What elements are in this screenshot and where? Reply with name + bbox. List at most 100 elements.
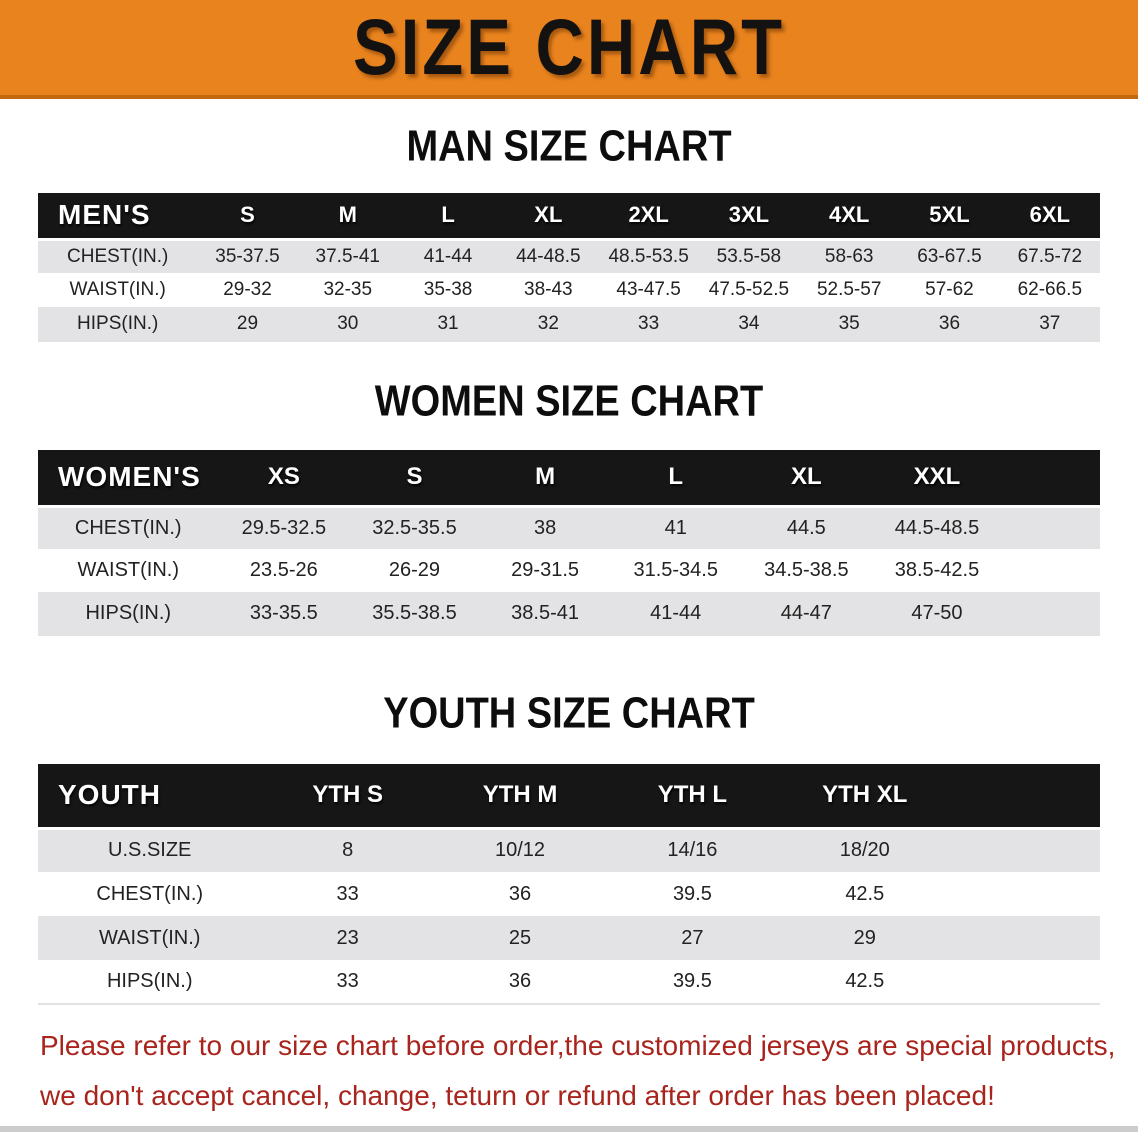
table-row: WAIST(IN.) 23.5-26 26-29 29-31.5 31.5-34.5 34… [38, 549, 1100, 592]
size-value-cell: 42.5 [845, 882, 885, 905]
size-value-cell: 33 [638, 312, 660, 334]
section-youth: YOUTH SIZE CHART YOUTH YTH S YTH M YTH L YTH… [0, 690, 1138, 1005]
size-column-header: M [479, 450, 611, 508]
size-value-cell: 39.5 [672, 970, 712, 992]
size-column-header: 6XL [999, 193, 1100, 241]
size-value-cell: 44.5 [786, 516, 826, 539]
header-row: WOMEN'S XS S M L XL XXL [38, 450, 1100, 508]
size-value-cell: 23 [336, 926, 359, 949]
filler-cell [1002, 506, 1100, 549]
size-column-header: XS [218, 450, 350, 508]
size-value-cell: 30 [337, 312, 359, 334]
row-label: WAIST(IN.) [77, 559, 179, 581]
size-value-cell: 38 [533, 516, 557, 539]
size-value-cell: 47-50 [911, 601, 963, 624]
size-value-cell: 48.5-53.5 [608, 245, 689, 267]
size-value-cell: 37.5-41 [315, 245, 380, 267]
size-value-cell: 8 [342, 839, 354, 862]
size-column-header: L [610, 450, 742, 508]
table-row: CHEST(IN.) 35-37.5 37.5-41 41-44 44-48.5 48.5… [38, 239, 1100, 273]
size-value-cell: 39.5 [672, 882, 712, 905]
size-value-cell: 52.5-57 [816, 279, 882, 300]
size-value-cell: 29-31.5 [511, 559, 580, 581]
size-value-cell: 25 [508, 926, 532, 949]
section-heading-youth-text: YOUTH SIZE CHART [383, 690, 755, 738]
size-value-cell: 37 [1039, 312, 1061, 334]
size-value-cell: 36 [938, 312, 961, 334]
size-value-cell: 38-43 [524, 279, 573, 300]
section-women: WOMEN SIZE CHART WOMEN'S XS S M L XL XXL CHEST(… [0, 378, 1138, 636]
size-value-cell: 32 [537, 312, 559, 334]
size-value-cell: 44-47 [780, 601, 832, 624]
size-value-cell: 62-66.5 [1017, 279, 1083, 300]
page-title: SIZE CHART [353, 3, 785, 92]
table-row: WAIST(IN.) 29-32 32-35 35-38 38-43 43-47.5 47.… [38, 273, 1100, 307]
size-column-header: 4XL [799, 193, 900, 241]
size-column-header: YTH XL [778, 764, 951, 830]
filler-cell [1002, 450, 1100, 508]
size-value-cell: 33 [336, 882, 359, 905]
size-value-cell: 36 [508, 970, 532, 992]
filler-cell [1002, 549, 1100, 592]
size-value-cell: 44.5-48.5 [894, 516, 980, 539]
size-value-cell: 10/12 [495, 839, 546, 862]
size-value-cell: 34.5-38.5 [764, 559, 849, 581]
size-value-cell: 36 [508, 882, 532, 905]
disclaimer-line-1: Please refer to our size chart before or… [40, 1030, 1116, 1061]
table-row: U.S.SIZE 8 10/12 14/16 18/20 [38, 828, 1100, 872]
size-value-cell: 34 [738, 312, 760, 334]
row-label: CHEST(IN.) [96, 882, 204, 905]
size-value-cell: 67.5-72 [1017, 245, 1083, 267]
row-label: WAIST(IN.) [69, 279, 166, 300]
size-column-header: M [297, 193, 398, 241]
section-heading-youth: YOUTH SIZE CHART [0, 690, 1138, 738]
size-value-cell: 35-38 [423, 279, 473, 300]
table-row: HIPS(IN.) 29 30 31 32 33 34 35 36 37 [38, 307, 1100, 341]
filler-cell [1002, 592, 1100, 635]
size-value-cell: 35 [838, 312, 860, 334]
size-value-cell: 63-67.5 [917, 245, 982, 267]
size-value-cell: 41-44 [650, 601, 702, 624]
size-column-header: XXL [871, 450, 1003, 508]
filler-cell [951, 872, 1100, 916]
size-value-cell: 47.5-52.5 [708, 279, 790, 300]
size-value-cell: 29 [236, 312, 259, 334]
size-value-cell: 38.5-41 [511, 601, 580, 624]
size-column-header: YTH S [261, 764, 434, 830]
size-column-header: 3XL [698, 193, 800, 241]
men-size-table: MEN'S S M L XL 2XL 3XL 4XL 5XL 6XL CHEST(IN.) 35-37… [38, 193, 1100, 342]
size-value-cell: 42.5 [845, 970, 885, 992]
size-value-cell: 26-29 [388, 559, 441, 581]
page-bottom-edge [0, 1126, 1138, 1132]
women-size-table: WOMEN'S XS S M L XL XXL CHEST(IN.) 29.5-32.5 32.5… [38, 450, 1100, 636]
size-value-cell: 53.5-58 [716, 245, 782, 267]
size-value-cell: 32.5-35.5 [372, 516, 457, 539]
size-column-header: 5XL [899, 193, 1000, 241]
size-value-cell: 27 [681, 926, 704, 949]
size-value-cell: 31 [437, 312, 459, 334]
size-value-cell: 33-35.5 [249, 601, 318, 624]
row-label: HIPS(IN.) [106, 970, 193, 992]
size-value-cell: 29 [853, 926, 876, 949]
size-value-cell: 35.5-38.5 [372, 601, 457, 624]
size-column-header: L [397, 193, 499, 241]
header-row: YOUTH YTH S YTH M YTH L YTH XL [38, 764, 1100, 830]
size-column-header: XL [741, 450, 872, 508]
section-heading-men: MAN SIZE CHART [0, 123, 1138, 171]
disclaimer-line-2: we don't accept cancel, change, teturn o… [40, 1080, 995, 1111]
size-value-cell: 41 [664, 516, 687, 539]
filler-cell [950, 764, 1100, 830]
size-value-cell: 14/16 [667, 839, 718, 862]
size-value-cell: 32-35 [323, 279, 373, 300]
table-row: HIPS(IN.) 33 36 39.5 42.5 [38, 960, 1100, 1004]
table-corner-label: WOMEN'S [38, 450, 219, 508]
size-value-cell: 44-48.5 [516, 245, 581, 267]
row-label: WAIST(IN.) [99, 926, 201, 949]
youth-size-table: YOUTH YTH S YTH M YTH L YTH XL U.S.SIZE 8 10/12… [38, 764, 1100, 1005]
size-value-cell: 31.5-34.5 [633, 559, 718, 581]
size-value-cell: 43-47.5 [616, 279, 681, 300]
size-value-cell: 35-37.5 [215, 245, 280, 267]
section-men: MAN SIZE CHART MEN'S S M L XL 2XL 3XL 4XL 5XL 6XL… [0, 123, 1138, 342]
filler-cell [951, 960, 1100, 1004]
size-value-cell: 23.5-26 [249, 559, 318, 581]
